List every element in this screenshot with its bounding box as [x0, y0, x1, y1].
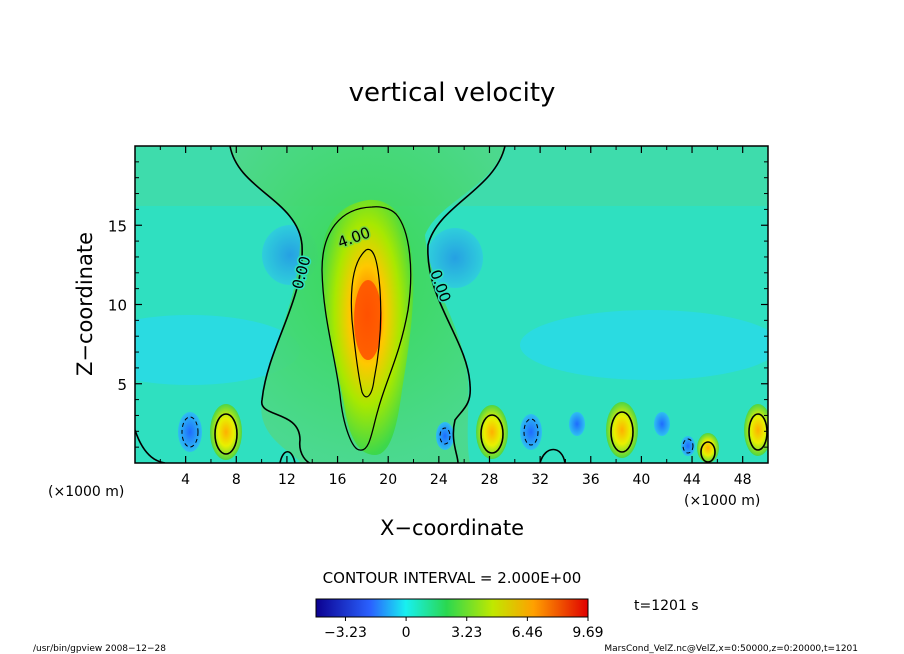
- x-axis: 4 8 12 16 20 24 28 32 36 40 44 48: [159, 146, 752, 488]
- contour-interval: CONTOUR INTERVAL = 2.000E+00: [323, 569, 582, 587]
- contour-six: [350, 248, 382, 398]
- contour-cell: [748, 413, 768, 451]
- y-tick-label: 10: [108, 297, 127, 315]
- contour-lines: [135, 146, 768, 463]
- x-tick-label: 48: [734, 472, 752, 488]
- colorbar-gradient: [315, 598, 589, 618]
- y-axis-title: Z−coordinate: [73, 232, 97, 376]
- contour-negative: [682, 438, 694, 454]
- colorbar-tick-label: −3.23: [324, 625, 367, 641]
- contour-negative: [439, 427, 451, 445]
- contour-cell: [214, 413, 238, 455]
- x-tick-label: 28: [481, 472, 499, 488]
- x-tick-label: 40: [632, 472, 650, 488]
- x-tick-label: 4: [181, 472, 190, 488]
- footer-right: MarsCond_VelZ.nc@VelZ,x=0:50000,z=0:2000…: [604, 644, 858, 654]
- contour-base: [279, 450, 296, 463]
- colorbar-ticks: −3.23 0 3.23 6.46 9.69: [324, 617, 604, 641]
- x-tick-label: 24: [430, 472, 448, 488]
- colorbar-tick-label: 9.69: [572, 625, 603, 641]
- contour-negative: [181, 416, 199, 448]
- colorbar-tick-label: 3.23: [451, 625, 482, 641]
- contour-four: [321, 206, 412, 451]
- colorbar-tick-label: 6.46: [512, 625, 543, 641]
- low-level-cells: [178, 402, 768, 463]
- x-tick-label: 44: [683, 472, 701, 488]
- contour-cell: [610, 411, 634, 453]
- x-tick-label: 12: [278, 472, 296, 488]
- x-tick-label: 20: [379, 472, 397, 488]
- cell-negative: [654, 412, 670, 436]
- field-blue-upper-right: [427, 228, 483, 288]
- contour-negative-lines: [181, 416, 694, 454]
- contour-zero: [427, 146, 506, 463]
- x-tick-label: 8: [232, 472, 241, 488]
- field-cyan-band-left: [135, 315, 300, 385]
- contour-base: [539, 448, 566, 463]
- updraft-max: [354, 280, 382, 360]
- x-unit-label-right: (×1000 m): [684, 493, 760, 509]
- y-tick-label: 5: [117, 376, 127, 394]
- chart-title: vertical velocity: [349, 78, 556, 108]
- contour-cell: [480, 414, 504, 454]
- cell-negative: [569, 412, 585, 436]
- x-unit-label-left: (×1000 m): [48, 484, 124, 500]
- time-label: t=1201 s: [634, 598, 699, 614]
- x-tick-label: 16: [329, 472, 347, 488]
- plot-area: 0.00 4.00 0.00: [135, 146, 768, 463]
- y-tick-label: 15: [108, 217, 127, 235]
- x-tick-label: 36: [582, 472, 600, 488]
- field-cyan-band-right: [520, 310, 768, 380]
- colorbar: −3.23 0 3.23 6.46 9.69: [315, 598, 604, 641]
- footer-left: /usr/bin/gpview 2008−12−28: [33, 644, 166, 654]
- contour-zero: [229, 146, 311, 463]
- contour-cell: [700, 441, 716, 463]
- colorbar-tick-label: 0: [402, 625, 411, 641]
- x-tick-label: 32: [531, 472, 549, 488]
- y-axis: 5 10 15: [108, 161, 768, 448]
- cell-positive: [697, 433, 719, 463]
- x-axis-title: X−coordinate: [380, 516, 524, 540]
- contour-negative: [523, 418, 539, 446]
- cell-negative: [436, 422, 454, 450]
